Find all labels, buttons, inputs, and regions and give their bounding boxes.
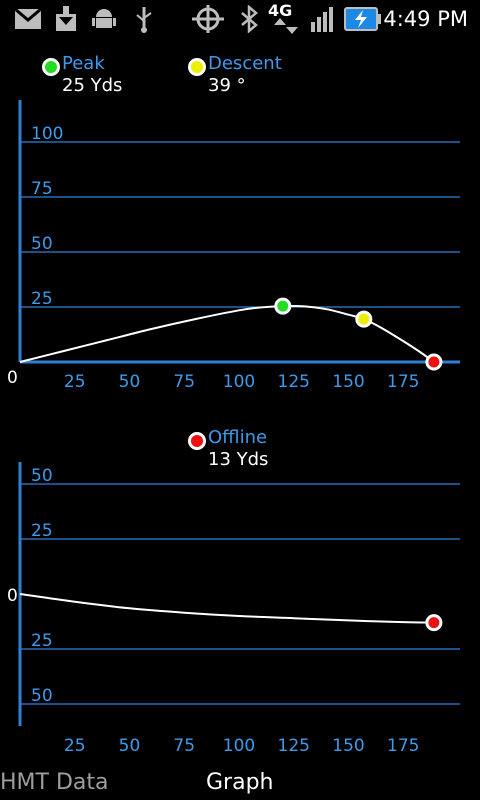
markers	[274, 297, 443, 371]
battery-charging-icon	[344, 4, 382, 34]
x-tick-175: 175	[387, 372, 419, 392]
y-axis-ticks: 50 25 25 50	[31, 466, 53, 706]
x-axis-ticks: 25 50 75 100 125 150 175	[64, 736, 420, 756]
x-tick-150: 150	[332, 372, 364, 392]
y-tick-75: 75	[31, 179, 53, 199]
x-tick-75: 75	[173, 736, 195, 756]
marker-0	[425, 614, 443, 632]
clock: 4:49 PM	[383, 7, 468, 31]
peak-value: 25 Yds	[62, 75, 123, 96]
markers	[425, 614, 443, 632]
x-tick-100: 100	[223, 736, 255, 756]
x-tick-125: 125	[278, 372, 310, 392]
y-tick-100: 100	[31, 124, 63, 144]
x-tick-175: 175	[387, 736, 419, 756]
offline-value: 13 Yds	[208, 449, 269, 470]
gps-icon	[192, 4, 224, 34]
grid-lines	[20, 141, 460, 308]
y-tick-pos-25: 25	[31, 521, 53, 541]
x-axis-ticks: 25 50 75 100 125 150 175	[64, 372, 420, 392]
usb-icon	[134, 4, 154, 34]
marker-2	[425, 353, 443, 371]
descent-label: Descent	[208, 53, 282, 74]
y-axis-ticks: 25 50 75 100	[31, 124, 63, 309]
marker-1	[355, 310, 373, 328]
peak-label: Peak	[62, 53, 105, 74]
x-tick-25: 25	[64, 372, 86, 392]
descent-value: 39 °	[208, 75, 246, 96]
x-tick-75: 75	[173, 372, 195, 392]
peak-dot-icon	[42, 58, 60, 76]
tab-hmt-data[interactable]: HMT Data	[0, 770, 109, 795]
offline-chart: 50 25 25 50 25 50 75 100 125 150 175 0	[7, 462, 460, 756]
offline-label: Offline	[208, 427, 268, 448]
origin-label: 0	[7, 586, 18, 606]
gmail-icon	[14, 4, 42, 34]
x-tick-50: 50	[119, 372, 141, 392]
y-tick-pos-50: 50	[31, 466, 53, 486]
x-tick-125: 125	[278, 736, 310, 756]
x-tick-50: 50	[119, 736, 141, 756]
y-tick-50: 50	[31, 234, 53, 254]
offline-dot-icon	[188, 432, 206, 450]
trajectory-chart: 25 50 75 100 25 50 75 100 125 150 175 0	[7, 100, 460, 392]
offline-line	[19, 593, 434, 624]
origin-label: 0	[7, 368, 18, 388]
download-icon	[54, 4, 78, 34]
android-debug-icon	[92, 4, 116, 34]
tab-graph[interactable]: Graph	[206, 770, 274, 795]
y-tick-25: 25	[31, 289, 53, 309]
descent-dot-icon	[188, 58, 206, 76]
trajectory-line	[19, 304, 435, 363]
bluetooth-icon	[240, 4, 258, 34]
x-tick-100: 100	[223, 372, 255, 392]
marker-0	[274, 297, 292, 315]
x-tick-25: 25	[64, 736, 86, 756]
grid-lines	[20, 483, 460, 705]
x-tick-150: 150	[332, 736, 364, 756]
y-tick-neg-50: 50	[31, 686, 53, 706]
status-bar: 4G 4:49 PM	[0, 0, 480, 38]
signal-icon	[310, 4, 336, 34]
y-tick-neg-25: 25	[31, 631, 53, 651]
